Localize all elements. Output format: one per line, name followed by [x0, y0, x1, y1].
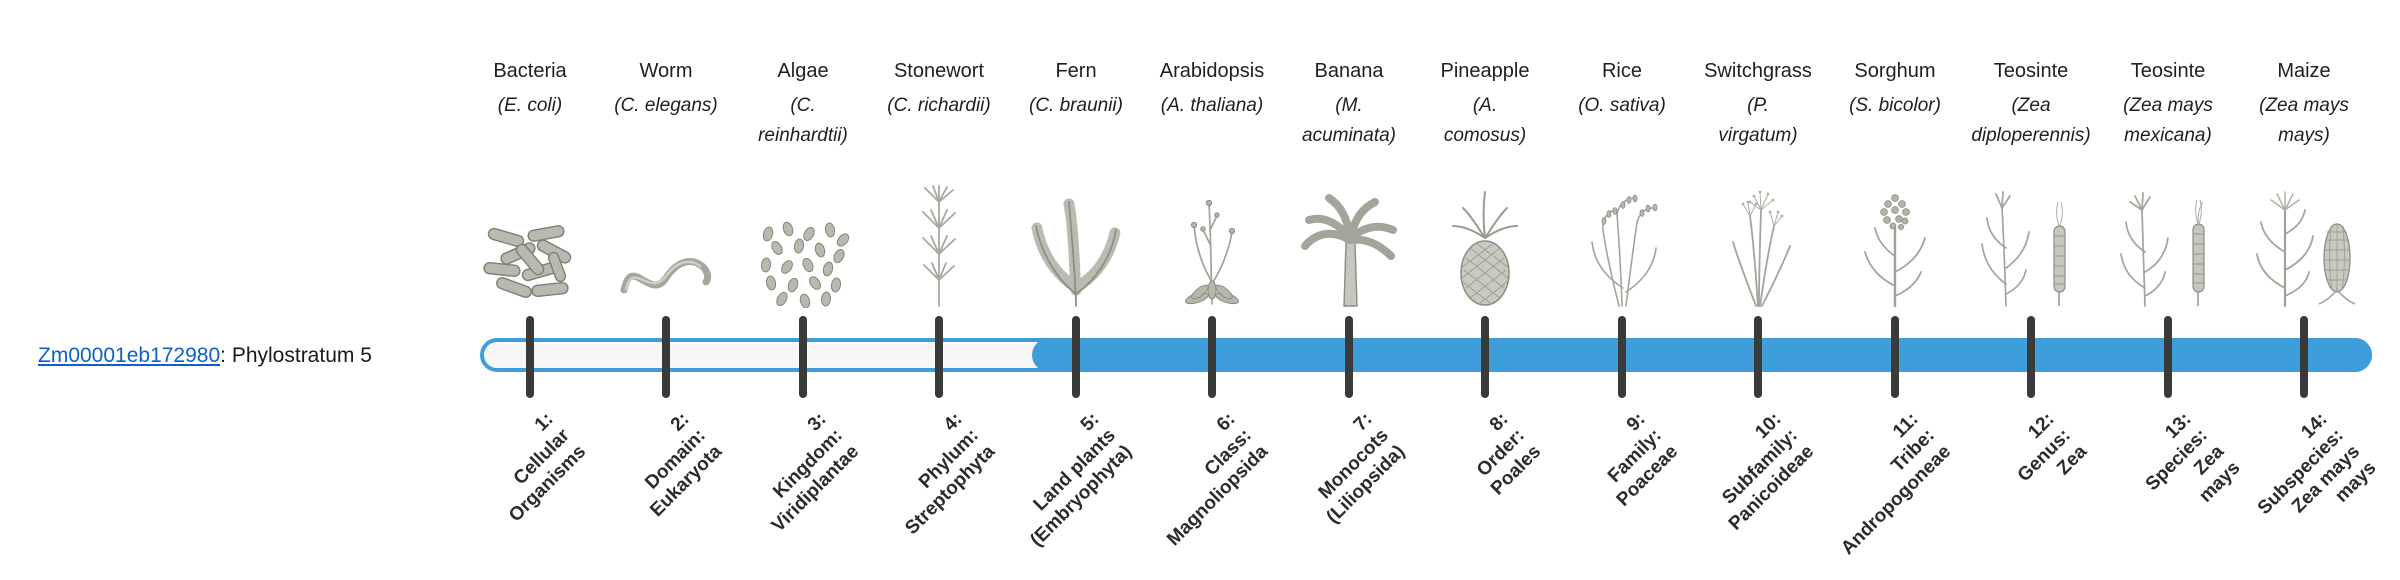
gene-label: Zm00001eb172980: Phylostratum 5 — [38, 343, 372, 369]
organism-scientific-name: (C. richardii) — [887, 95, 991, 116]
organism-name: Switchgrass — [1704, 60, 1812, 82]
organism-scientific-name: (Zea mays mays) — [2259, 95, 2349, 146]
timeline-tick — [1754, 316, 1762, 398]
gene-id-link[interactable]: Zm00001eb172980 — [38, 344, 221, 367]
organism-name: Worm — [639, 60, 693, 82]
maize-icon — [2242, 162, 2366, 308]
organism-scientific-name: (S. bicolor) — [1849, 95, 1941, 116]
organism-name: Sorghum — [1854, 60, 1936, 82]
organism-scientific-name: (O. sativa) — [1578, 95, 1666, 116]
organism-label: Bacteria (E. coli) — [450, 56, 610, 121]
pineapple-icon — [1423, 162, 1547, 308]
organism-label: Pineapple (A. comosus) — [1405, 56, 1565, 151]
phylostratum-bar-fill — [1032, 338, 2372, 372]
organism-label: Worm (C. elegans) — [586, 56, 746, 121]
organism-scientific-name: (A. comosus) — [1443, 95, 1527, 146]
organism-name: Fern — [1055, 60, 1097, 82]
timeline-tick — [1618, 316, 1626, 398]
organism-scientific-name: (P. virgatum) — [1718, 95, 1798, 146]
organism-label: Banana (M. acuminata) — [1269, 56, 1429, 151]
switchgrass-icon — [1696, 162, 1820, 308]
organism-label: Rice (O. sativa) — [1542, 56, 1702, 121]
organism-label: Teosinte (Zea diploperennis) — [1951, 56, 2111, 151]
organism-name: Teosinte — [2130, 60, 2206, 82]
organism-label: Algae (C. reinhardtii) — [723, 56, 883, 151]
timeline-tick — [1208, 316, 1216, 398]
organism-scientific-name: (E. coli) — [497, 95, 563, 116]
organism-label: Sorghum (S. bicolor) — [1815, 56, 1975, 121]
timeline-tick — [1891, 316, 1899, 398]
timeline-tick — [526, 316, 534, 398]
fern-icon — [1014, 162, 1138, 308]
organism-label: Maize (Zea mays mays) — [2224, 56, 2384, 151]
organism-name: Teosinte — [1993, 60, 2069, 82]
organism-label: Teosinte (Zea mays mexicana) — [2088, 56, 2248, 151]
organism-scientific-name: (A. thaliana) — [1160, 95, 1264, 116]
timeline-tick — [2027, 316, 2035, 398]
organism-label: Arabidopsis (A. thaliana) — [1132, 56, 1292, 121]
organism-scientific-name: (M. acuminata) — [1302, 95, 1396, 146]
organism-label: Switchgrass (P. virgatum) — [1678, 56, 1838, 151]
organism-name: Rice — [1601, 60, 1642, 82]
timeline-tick — [2300, 316, 2308, 398]
arabidopsis-icon — [1150, 162, 1274, 308]
organism-scientific-name: (Zea diploperennis) — [1971, 95, 2091, 146]
sorghum-icon — [1833, 162, 1957, 308]
organism-name: Bacteria — [493, 60, 567, 82]
timeline-tick — [1345, 316, 1353, 398]
banana-icon — [1287, 162, 1411, 308]
organism-scientific-name: (C. reinhardtii) — [758, 95, 848, 146]
organism-name: Algae — [777, 60, 829, 82]
timeline-tick — [1072, 316, 1080, 398]
teosinte-diploperennis-icon — [1969, 162, 2093, 308]
organism-name: Arabidopsis — [1159, 60, 1265, 82]
organism-name: Stonewort — [893, 60, 985, 82]
worm-icon — [604, 162, 728, 308]
rice-icon — [1560, 162, 1684, 308]
timeline-tick — [935, 316, 943, 398]
organism-name: Banana — [1314, 60, 1384, 82]
timeline-tick — [662, 316, 670, 398]
phylostratum-assignment-text: : Phylostratum 5 — [220, 344, 372, 367]
organism-label: Fern (C. braunii) — [996, 56, 1156, 121]
algae-icon — [741, 162, 865, 308]
organism-scientific-name: (C. braunii) — [1029, 95, 1123, 116]
timeline-tick — [2164, 316, 2172, 398]
timeline-tick — [799, 316, 807, 398]
bacteria-icon — [468, 162, 592, 308]
organism-label: Stonewort (C. richardii) — [859, 56, 1019, 121]
organism-name: Maize — [2277, 60, 2331, 82]
stonewort-icon — [877, 162, 1001, 308]
organism-scientific-name: (Zea mays mexicana) — [2123, 95, 2213, 146]
timeline-tick — [1481, 316, 1489, 398]
organism-name: Pineapple — [1440, 60, 1530, 82]
organism-scientific-name: (C. elegans) — [614, 95, 718, 116]
teosinte-mexicana-icon — [2106, 162, 2230, 308]
